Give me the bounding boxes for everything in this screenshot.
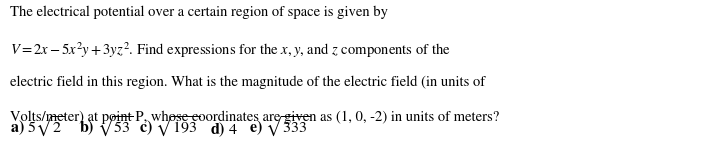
Text: $V = 2x - 5x^2y + 3yz^2$. Find expressions for the $x, y$, and $z$ components of: $V = 2x - 5x^2y + 3yz^2$. Find expressio… xyxy=(10,41,451,60)
Text: Volts/meter) at point P, whose coordinates are given as (1, 0, -2) in units of m: Volts/meter) at point P, whose coordinat… xyxy=(10,110,499,124)
Text: $\mathbf{d)\ }4$: $\mathbf{d)\ }4$ xyxy=(210,120,238,139)
Text: The electrical potential over a certain region of space is given by: The electrical potential over a certain … xyxy=(10,6,388,19)
Text: electric field in this region. What is the magnitude of the electric field (in u: electric field in this region. What is t… xyxy=(10,75,485,89)
Text: $\mathbf{e)\ }\sqrt{333}$: $\mathbf{e)\ }\sqrt{333}$ xyxy=(249,115,310,139)
Text: $\mathbf{c)\ }\sqrt{193}$: $\mathbf{c)\ }\sqrt{193}$ xyxy=(139,115,200,139)
Text: $\mathbf{a)\ }5\sqrt{2}$: $\mathbf{a)\ }5\sqrt{2}$ xyxy=(10,115,64,139)
Text: $\mathbf{b)\ }\sqrt{53}$: $\mathbf{b)\ }\sqrt{53}$ xyxy=(79,115,133,139)
